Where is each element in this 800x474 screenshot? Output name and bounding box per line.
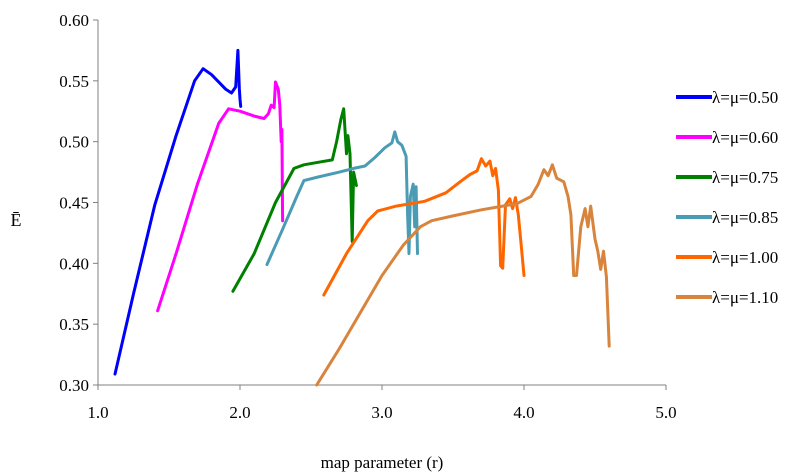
x-tick-label: 1.0: [87, 403, 108, 422]
legend-label-3: λ=μ=0.75: [712, 168, 778, 187]
y-tick-label: 0.35: [59, 315, 89, 334]
legend-label-6: λ=μ=1.10: [712, 288, 778, 307]
legend: λ=μ=0.50 λ=μ=0.60 λ=μ=0.75 λ=μ=0.85 λ=μ=1.00…: [676, 88, 778, 307]
series-line-2: [156, 80, 285, 313]
legend-label-4: λ=μ=0.85: [712, 208, 778, 227]
series-line-5: [322, 157, 526, 297]
x-tick-label: 5.0: [655, 403, 676, 422]
series-line-4: [265, 130, 419, 266]
y-axis-label: Ē: [11, 210, 22, 230]
y-tick-label: 0.60: [59, 11, 89, 30]
series-lines: [113, 48, 611, 387]
legend-label-2: λ=μ=0.60: [712, 128, 778, 147]
y-tick-label: 0.55: [59, 72, 89, 91]
series-line-1: [113, 48, 243, 376]
axis-ticks: 0.30 0.35 0.40 0.45 0.50 0.55 0.60 1.0 2.0 3.0 4.0…: [59, 11, 676, 422]
x-axis-label: map parameter (r): [321, 453, 444, 472]
y-tick-label: 0.30: [59, 376, 89, 395]
x-tick-label: 2.0: [229, 403, 250, 422]
y-tick-label: 0.45: [59, 194, 89, 213]
legend-label-5: λ=μ=1.00: [712, 248, 778, 267]
series-line-3: [231, 107, 358, 293]
x-tick-label: 3.0: [371, 403, 392, 422]
y-tick-label: 0.50: [59, 133, 89, 152]
legend-label-1: λ=μ=0.50: [712, 88, 778, 107]
series-line-6: [315, 163, 611, 387]
x-tick-label: 4.0: [513, 403, 534, 422]
y-tick-label: 0.40: [59, 254, 89, 273]
